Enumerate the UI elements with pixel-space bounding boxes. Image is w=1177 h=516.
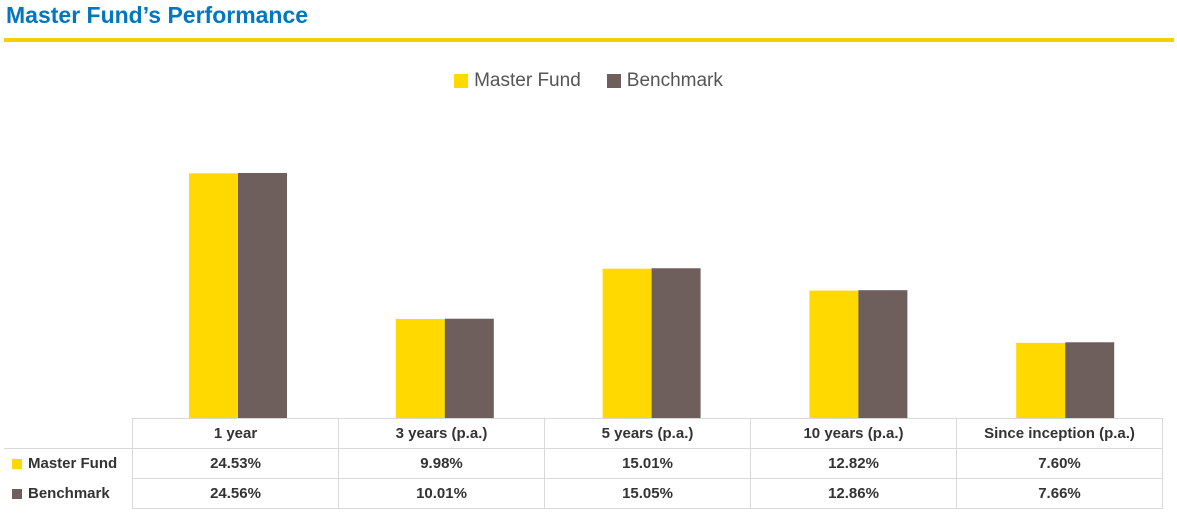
table-cell: 24.56% bbox=[132, 478, 339, 509]
legend-label-benchmark: Benchmark bbox=[626, 70, 723, 91]
bar-master-fund bbox=[809, 290, 859, 419]
table-row-master-fund: Master Fund 24.53% 9.98% 15.01% 12.82% 7… bbox=[4, 448, 1163, 479]
bar-master-fund bbox=[395, 319, 445, 419]
table-row-header: Benchmark bbox=[4, 478, 133, 509]
bar-benchmark bbox=[238, 173, 287, 419]
table-cell: 12.82% bbox=[750, 448, 957, 479]
chart-legend: Master Fund Benchmark bbox=[0, 70, 1177, 92]
table-cell: 9.98% bbox=[338, 448, 545, 479]
legend-swatch-benchmark bbox=[606, 74, 621, 88]
legend-item-master-fund: Master Fund bbox=[454, 70, 581, 92]
legend-label-master-fund: Master Fund bbox=[474, 70, 581, 91]
row-label-benchmark: Benchmark bbox=[28, 485, 110, 502]
table-header-cell: 3 years (p.a.) bbox=[338, 418, 545, 449]
table-cell: 12.86% bbox=[750, 478, 957, 509]
table-cell: 7.60% bbox=[956, 448, 1163, 479]
bar-benchmark bbox=[1065, 342, 1115, 419]
data-table: 1 year 3 years (p.a.) 5 years (p.a.) 10 … bbox=[4, 418, 1163, 509]
table-header-cell: 5 years (p.a.) bbox=[544, 418, 751, 449]
bar-master-fund bbox=[1016, 342, 1066, 419]
bar-master-fund bbox=[602, 268, 652, 419]
table-header-row: 1 year 3 years (p.a.) 5 years (p.a.) 10 … bbox=[4, 418, 1163, 449]
table-header-cell: Since inception (p.a.) bbox=[956, 418, 1163, 449]
row-label-master-fund: Master Fund bbox=[28, 455, 118, 473]
table-cell: 15.01% bbox=[544, 448, 751, 479]
table-row-benchmark: Benchmark 24.56% 10.01% 15.05% 12.86% 7.… bbox=[4, 478, 1163, 509]
bar-benchmark bbox=[651, 268, 701, 419]
page-title: Master Fund’s Performance bbox=[6, 2, 309, 28]
table-row-header: Master Fund bbox=[4, 448, 133, 479]
title-underline bbox=[4, 38, 1174, 42]
row-swatch-benchmark bbox=[12, 488, 22, 499]
table-corner-cell bbox=[4, 418, 133, 449]
table-cell: 24.53% bbox=[132, 448, 339, 479]
bar-chart bbox=[189, 173, 1115, 419]
bar-benchmark bbox=[858, 290, 908, 419]
table-cell: 15.05% bbox=[544, 478, 751, 509]
bar-benchmark bbox=[444, 318, 494, 419]
table-cell: 10.01% bbox=[338, 478, 545, 509]
table-header-cell: 1 year bbox=[132, 418, 339, 449]
row-swatch-master-fund bbox=[12, 458, 22, 469]
bar-master-fund bbox=[189, 173, 238, 419]
legend-item-benchmark: Benchmark bbox=[606, 70, 723, 92]
table-header-cell: 10 years (p.a.) bbox=[750, 418, 957, 449]
table-cell: 7.66% bbox=[956, 478, 1163, 509]
legend-swatch-master-fund bbox=[454, 74, 469, 88]
